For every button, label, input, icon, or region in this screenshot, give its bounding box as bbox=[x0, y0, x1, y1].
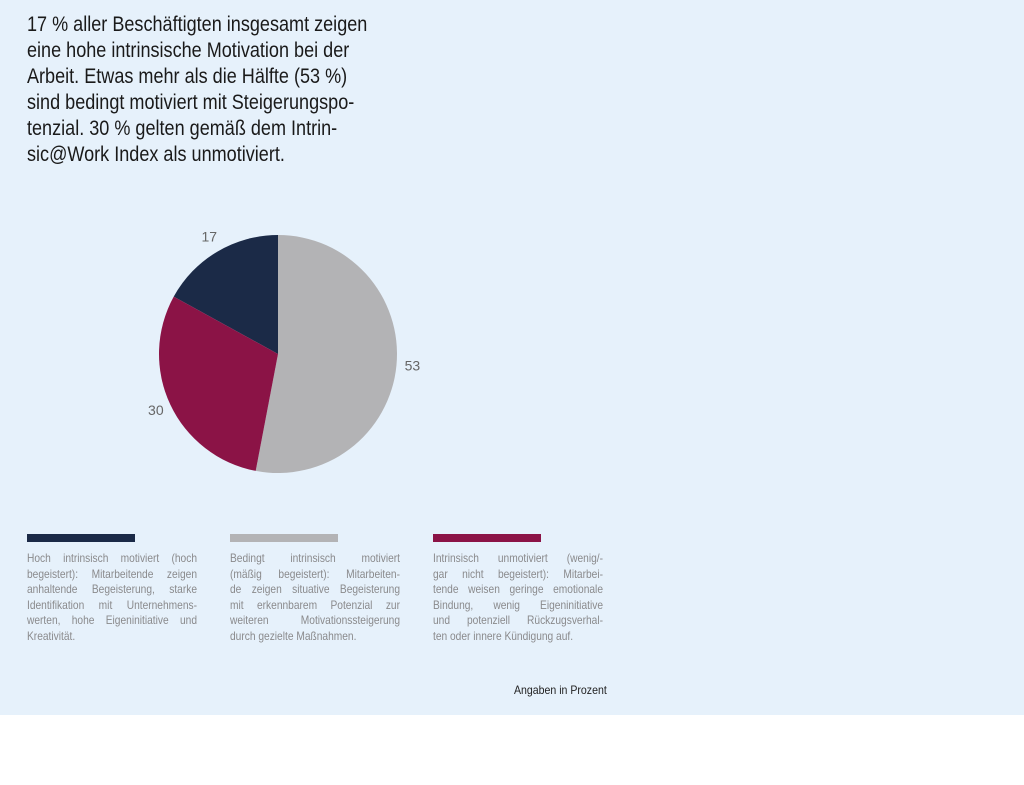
legend-line: Identifikation mit Unternehmens- bbox=[27, 597, 197, 612]
legend-text: Intrinsisch unmotiviert (wenig/- gar nich… bbox=[433, 551, 603, 645]
legend-line: Kreativität. bbox=[27, 628, 76, 643]
title-line: eine hohe intrinsische Motivation bei de… bbox=[27, 39, 350, 62]
legend-line: werten, hohe Eigeninitiative und bbox=[27, 613, 197, 628]
legend-line: Intrinsisch unmotiviert (wenig/- bbox=[433, 551, 603, 565]
note: Angaben in Prozent bbox=[514, 683, 607, 697]
pie-slice bbox=[159, 296, 278, 471]
data-label: 53 bbox=[405, 357, 421, 373]
legend-line: begeistert): Mitarbeitende zeigen bbox=[27, 566, 197, 581]
legend-line: und potenziell Rückzugsverhal- bbox=[433, 613, 603, 628]
legend-line: tende weisen geringe emotionale bbox=[433, 582, 603, 597]
pie-slice bbox=[173, 235, 278, 354]
legend-line: ten oder innere Kündigung auf. bbox=[433, 628, 574, 643]
legend-item: Bedingt intrinsisch motiviert (mäßig bege… bbox=[230, 534, 400, 645]
pie-chart: 17 53 30 bbox=[148, 229, 421, 473]
pie-slice bbox=[255, 235, 398, 473]
legend-text: Bedingt intrinsisch motiviert (mäßig bege… bbox=[230, 551, 400, 645]
legend-line: weiteren Motivationssteigerung bbox=[230, 613, 400, 628]
title-line: 17 % aller Beschäftigten insgesamt zeige… bbox=[27, 13, 368, 36]
legend-line: de zeigen situative Begeisterung bbox=[230, 582, 400, 597]
legend-line: mit erkennbarem Potenzial zur bbox=[230, 597, 400, 612]
legend-swatch bbox=[230, 534, 338, 542]
legend-line: Bindung, wenig Eigeninitiative bbox=[433, 597, 603, 612]
chart-title: 17 % aller Beschäftigten insgesamt zeige… bbox=[27, 12, 367, 168]
legend-line: durch gezielte Maßnahmen. bbox=[230, 628, 357, 643]
legend-line: Hoch intrinsisch motiviert (hoch bbox=[27, 551, 197, 565]
legend-swatch bbox=[433, 534, 541, 542]
legend-item: Intrinsisch unmotiviert (wenig/- gar nich… bbox=[433, 534, 603, 645]
title-line: sind bedingt motiviert mit Steigerungspo… bbox=[27, 91, 355, 114]
data-label: 17 bbox=[201, 229, 217, 245]
legend-item: Hoch intrinsisch motiviert (hoch begeiste… bbox=[27, 534, 197, 645]
legend-swatch bbox=[27, 534, 135, 542]
title-line: Arbeit. Etwas mehr als die Hälfte (53 %) bbox=[27, 65, 348, 88]
legend-line: gar nicht begeistert): Mitarbei- bbox=[433, 566, 603, 581]
title-line: tenzial. 30 % gelten gemäß dem Intrin- bbox=[27, 117, 338, 140]
legend-line: Bedingt intrinsisch motiviert bbox=[230, 551, 400, 565]
legend-line: (mäßig begeistert): Mitarbeiten- bbox=[230, 566, 400, 581]
title-line: sic@Work Index als unmotiviert. bbox=[27, 143, 285, 166]
legend-text: Hoch intrinsisch motiviert (hoch begeiste… bbox=[27, 551, 197, 645]
legend-line: anhaltende Begeisterung, starke bbox=[27, 582, 197, 597]
data-label: 30 bbox=[148, 402, 164, 418]
